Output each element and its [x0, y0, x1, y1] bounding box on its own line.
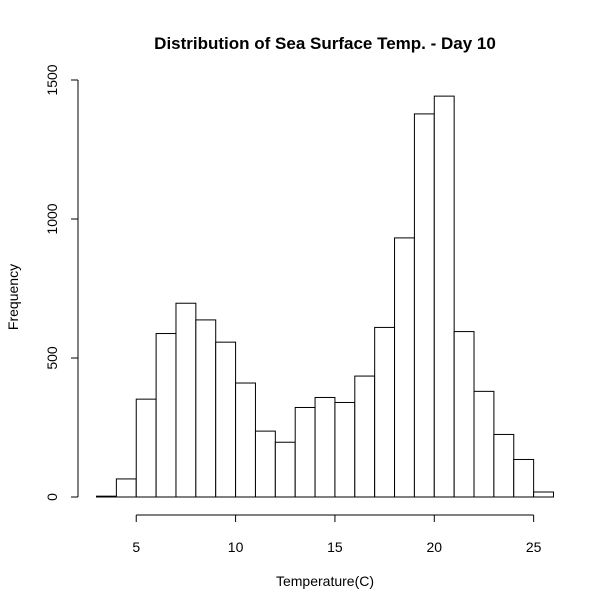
histogram-bar [314, 396, 336, 498]
histogram-bar [433, 95, 455, 498]
histogram-bar [453, 331, 475, 498]
histogram-bar [254, 430, 276, 498]
x-axis-label: Temperature(C) [276, 573, 374, 589]
y-tick-label: 500 [44, 346, 60, 370]
histogram-bar [96, 495, 117, 498]
x-axis: 5 10 15 20 25 [132, 514, 542, 555]
histogram-bar [394, 237, 415, 498]
x-tick-label: 10 [228, 539, 244, 555]
chart-title: Distribution of Sea Surface Temp. - Day … [154, 34, 496, 53]
histogram-bar [354, 375, 376, 498]
y-axis: 0 500 1000 1500 [44, 64, 79, 501]
x-tick-label: 25 [526, 539, 542, 555]
x-tick-label: 15 [327, 539, 343, 555]
histogram-bar [533, 491, 554, 498]
y-tick-label: 1500 [44, 64, 60, 95]
histogram-bar [195, 319, 217, 498]
histogram-bar [473, 390, 495, 498]
histogram-bar [374, 326, 396, 498]
y-tick-label: 0 [44, 493, 60, 501]
histogram-bar [215, 341, 237, 498]
bars-group [96, 95, 554, 498]
histogram-bar [155, 333, 177, 498]
histogram-bar [175, 302, 197, 498]
x-tick-label: 20 [426, 539, 442, 555]
histogram-bar [413, 113, 435, 498]
histogram-bar [513, 458, 535, 498]
histogram-bar [135, 398, 157, 498]
histogram-bar [274, 441, 296, 498]
y-axis-label: Frequency [5, 264, 21, 330]
histogram-bar [493, 433, 515, 498]
histogram-bar [334, 401, 356, 498]
y-tick-label: 1000 [44, 203, 60, 234]
histogram-bar [115, 478, 137, 498]
x-tick-label: 5 [132, 539, 140, 555]
histogram-bar [235, 382, 256, 498]
histogram-bar [294, 406, 316, 498]
